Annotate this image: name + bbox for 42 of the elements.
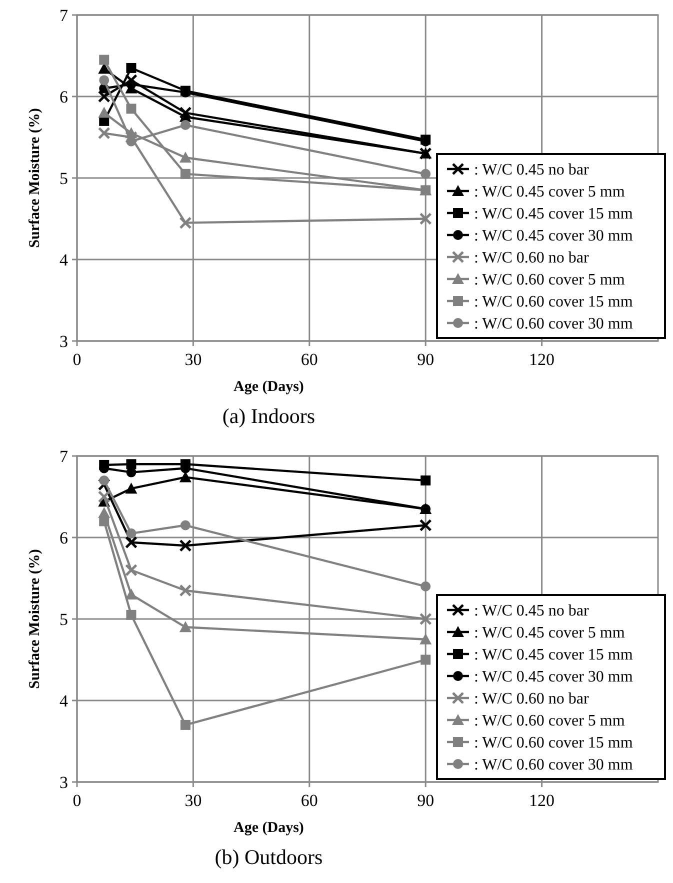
legend-label: : W/C 0.45 no bar — [474, 162, 590, 179]
x-tick-label: 0 — [72, 350, 82, 369]
legend-label: : W/C 0.45 no bar — [474, 602, 590, 620]
legend-label: : W/C 0.60 cover 15 mm — [474, 294, 634, 311]
x-tick-label: 30 — [184, 791, 202, 810]
x-tick-label: 120 — [529, 791, 555, 810]
legend-label: : W/C 0.45 cover 30 mm — [474, 228, 634, 245]
legend-label: : W/C 0.45 cover 5 mm — [474, 624, 626, 642]
y-tick-label: 3 — [60, 772, 68, 792]
y-tick-label: 6 — [60, 528, 68, 548]
y-axis-title: Surface Moisture (%) — [27, 549, 43, 689]
y-tick-label: 4 — [60, 691, 68, 710]
legend-label: : W/C 0.60 cover 15 mm — [474, 734, 634, 752]
legend-label: : W/C 0.60 cover 5 mm — [474, 712, 626, 730]
y-tick-label: 7 — [60, 6, 68, 25]
legend-label: : W/C 0.60 cover 30 mm — [474, 756, 634, 774]
y-tick-label: 5 — [60, 168, 68, 188]
legend-label: : W/C 0.60 no bar — [474, 690, 590, 708]
y-tick-label: 6 — [60, 87, 68, 106]
legend-label: : W/C 0.60 cover 30 mm — [474, 316, 634, 333]
x-tick-label: 90 — [417, 791, 434, 810]
legend-label: : W/C 0.45 cover 15 mm — [474, 206, 634, 223]
legend-label: : W/C 0.60 cover 5 mm — [474, 272, 626, 289]
x-tick-label: 30 — [184, 350, 202, 369]
y-axis-title: Surface Moisture (%) — [27, 108, 43, 248]
x-tick-label: 120 — [529, 350, 555, 369]
legend-label: : W/C 0.45 cover 5 mm — [474, 184, 626, 201]
y-tick-label: 7 — [60, 446, 68, 466]
x-tick-label: 90 — [417, 350, 434, 369]
legend-label: : W/C 0.45 cover 30 mm — [474, 668, 634, 686]
x-axis-title: Age (Days) — [234, 379, 304, 395]
x-tick-label: 0 — [72, 791, 82, 810]
x-tick-label: 60 — [300, 350, 318, 369]
text: (a) Indoors — [222, 404, 316, 428]
x-tick-label: 60 — [300, 791, 318, 810]
x-axis-title: Age (Days) — [234, 820, 304, 836]
y-tick-label: 4 — [60, 250, 68, 270]
legend-label: : W/C 0.60 no bar — [474, 250, 590, 267]
legend-label: : W/C 0.45 cover 15 mm — [474, 646, 634, 664]
y-tick-label: 5 — [60, 610, 68, 629]
y-tick-label: 3 — [60, 332, 68, 351]
text: (b) Outdoors — [214, 845, 323, 869]
